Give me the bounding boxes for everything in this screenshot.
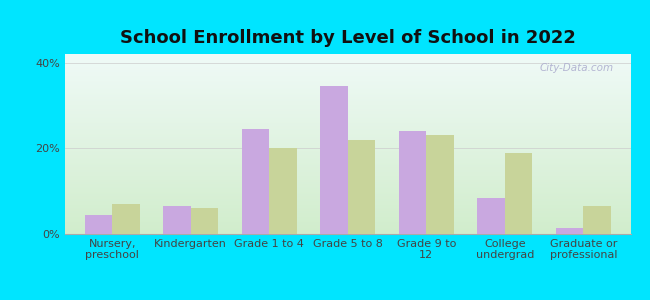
Bar [112,204,140,234]
Bar [320,86,348,234]
Bar [556,228,584,234]
Bar [269,148,296,234]
Bar [477,198,505,234]
Bar [399,131,426,234]
Text: City-Data.com: City-Data.com [540,63,614,73]
Bar [190,208,218,234]
Bar [584,206,611,234]
Bar [163,206,190,234]
Bar [426,135,454,234]
Bar [84,215,112,234]
Bar [242,129,269,234]
Bar [348,140,375,234]
Bar [505,153,532,234]
Title: School Enrollment by Level of School in 2022: School Enrollment by Level of School in … [120,29,576,47]
